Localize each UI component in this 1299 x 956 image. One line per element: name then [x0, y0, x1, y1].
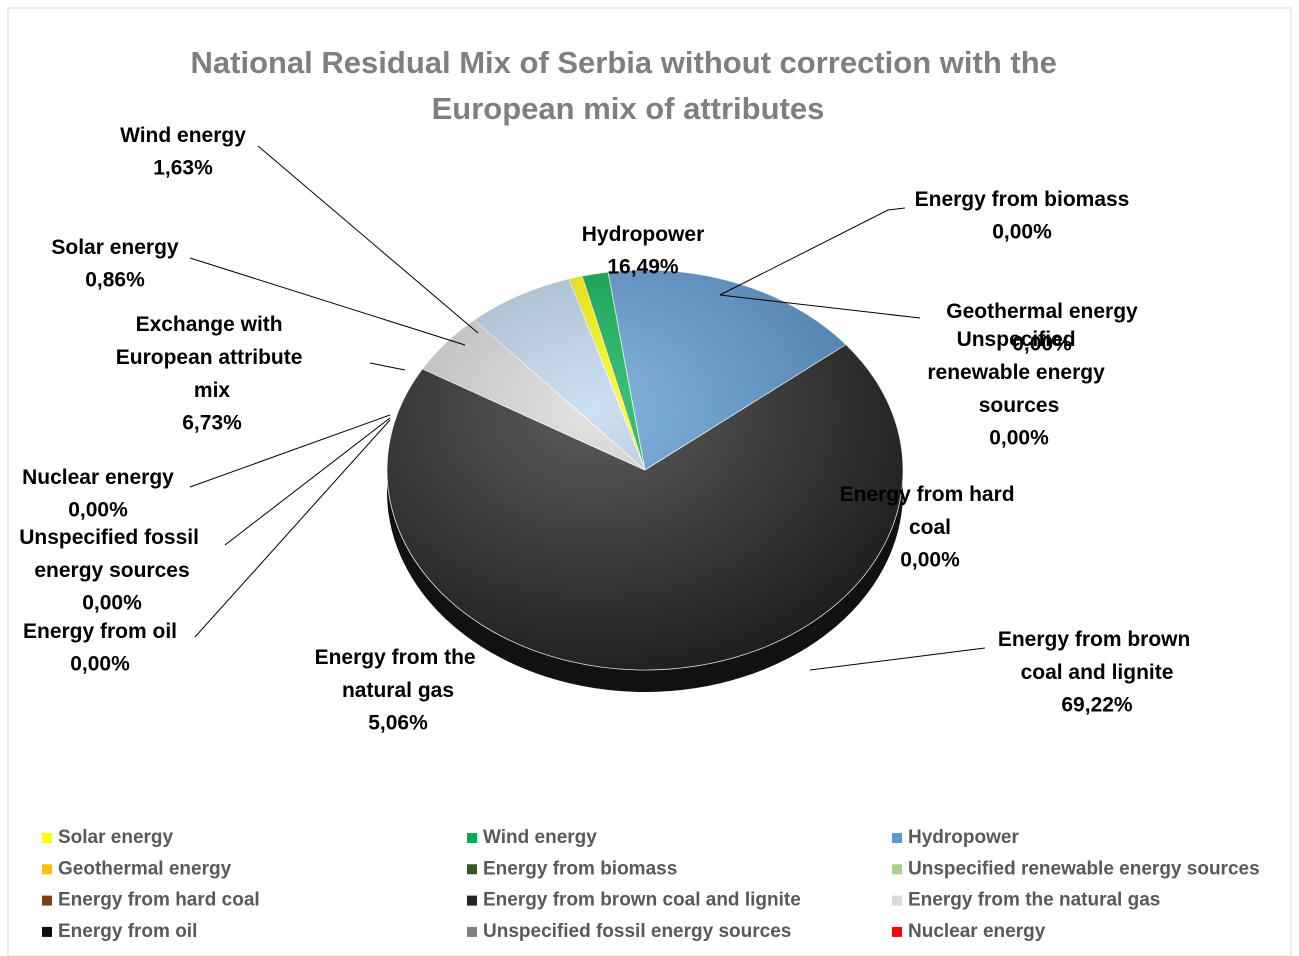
data-label-value: 0,00%	[68, 499, 128, 522]
legend-label: Energy from biomass	[483, 858, 677, 879]
legend-label: Energy from the natural gas	[908, 890, 1160, 911]
legend-swatch	[892, 926, 902, 937]
data-label-name: Energy from oil	[23, 620, 177, 643]
legend-swatch	[892, 895, 902, 906]
data-label-value: 0,00%	[70, 653, 130, 676]
data-label-name: Energy from brown coal and lignite	[998, 628, 1196, 684]
legend-swatch	[42, 864, 52, 875]
chart-title: National Residual Mix of Serbia without …	[191, 45, 1066, 126]
data-label-name: Geothermal energy	[946, 300, 1138, 323]
data-label-value: 5,06%	[368, 712, 428, 735]
legend-label: Wind energy	[483, 827, 597, 848]
legend-label: Energy from brown coal and lignite	[483, 890, 801, 911]
legend-swatch	[892, 864, 902, 875]
leader-line	[194, 419, 391, 638]
leader-line	[719, 294, 921, 319]
leader-line	[719, 207, 906, 296]
legend-swatch	[467, 926, 477, 937]
legend-label: Energy from oil	[58, 921, 197, 942]
leader-line	[369, 362, 406, 371]
legend-swatch	[467, 864, 477, 875]
data-label-name: Exchange with European attribute mix	[116, 313, 309, 402]
data-label-value: 0,00%	[992, 221, 1052, 244]
leader-line	[224, 417, 391, 546]
leader-line	[257, 145, 479, 334]
data-label-value: 16,49%	[607, 256, 679, 279]
data-label-value: 0,00%	[82, 592, 142, 615]
legend-label: Geothermal energy	[58, 858, 232, 879]
data-label-value: 0,00%	[900, 549, 960, 572]
data-label-name: Hydropower	[582, 223, 705, 246]
legend-label: Nuclear energy	[908, 921, 1046, 942]
data-label-name: Energy from hard coal	[840, 483, 1021, 539]
legend-swatch	[42, 926, 52, 937]
data-label-value: 0,00%	[1012, 333, 1072, 356]
data-label-name: Nuclear energy	[22, 466, 174, 489]
leader-line	[809, 647, 986, 671]
data-label-value: 0,86%	[85, 269, 145, 292]
data-label-value: 1,63%	[153, 157, 213, 180]
data-label-value: 6,73%	[182, 412, 242, 435]
legend-label: Unspecified fossil energy sources	[483, 921, 791, 942]
data-label-name: Energy from the natural gas	[315, 646, 482, 702]
legend-swatch	[467, 895, 477, 906]
legend-label: Energy from hard coal	[58, 890, 260, 911]
data-label-name: Energy from biomass	[915, 188, 1130, 211]
data-label-name: Wind energy	[120, 124, 246, 147]
data-label-value: 69,22%	[1061, 694, 1133, 717]
data-label-name: Unspecified renewable energy sources	[927, 328, 1110, 417]
leader-line	[189, 414, 391, 488]
data-label-name: Unspecified fossil energy sources	[19, 526, 205, 582]
legend-swatch	[892, 833, 902, 843]
data-label-value: 0,00%	[989, 427, 1049, 450]
legend-label: Solar energy	[58, 827, 174, 848]
legend-swatch	[42, 833, 52, 843]
legend-label: Unspecified renewable energy sources	[908, 858, 1260, 879]
data-label-name: Solar energy	[51, 236, 179, 259]
legend-swatch	[467, 833, 477, 843]
legend-swatch	[42, 895, 52, 906]
legend-label: Hydropower	[908, 827, 1019, 848]
leader-line	[189, 257, 466, 346]
